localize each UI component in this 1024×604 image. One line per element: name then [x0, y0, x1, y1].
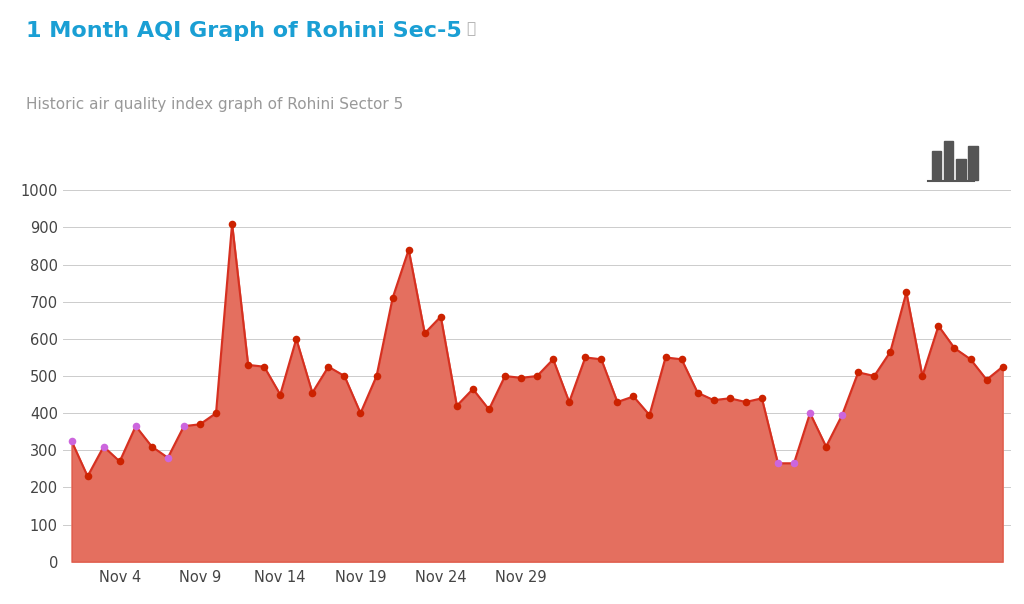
Point	[850, 367, 866, 377]
Point	[112, 457, 128, 466]
Point	[449, 401, 465, 411]
Point	[882, 347, 898, 357]
Point	[785, 458, 802, 468]
Bar	[932, 152, 941, 179]
Point	[369, 371, 385, 381]
Point	[978, 375, 994, 385]
Point	[706, 395, 722, 405]
Point	[930, 321, 946, 330]
Point	[63, 436, 80, 446]
Point	[593, 355, 609, 364]
Point	[866, 371, 883, 381]
Bar	[969, 146, 978, 179]
Point	[95, 442, 112, 451]
Point	[465, 384, 481, 394]
Text: 907: 907	[908, 29, 989, 67]
Point	[834, 410, 850, 420]
Point	[770, 458, 786, 468]
Text: 6:12 PM: 6:12 PM	[651, 63, 701, 76]
Text: 1 Month  ∨: 1 Month ∨	[161, 155, 247, 169]
Text: 1 Month AQI Graph of Rohini Sec-5: 1 Month AQI Graph of Rohini Sec-5	[26, 21, 462, 41]
Point	[545, 355, 561, 364]
Point	[400, 245, 417, 254]
Point	[802, 408, 818, 418]
Bar	[956, 159, 966, 179]
Point	[191, 419, 208, 429]
Point	[384, 293, 400, 303]
Bar	[944, 141, 953, 179]
Point	[513, 373, 529, 383]
Text: 229: 229	[710, 29, 791, 67]
Point	[256, 362, 272, 371]
Text: AQI-IN  ∨: AQI-IN ∨	[41, 155, 112, 169]
Point	[224, 219, 241, 228]
Point	[578, 353, 594, 362]
Point	[176, 422, 193, 431]
Point	[208, 408, 224, 418]
Point	[641, 410, 657, 420]
Point	[497, 371, 513, 381]
Point	[946, 343, 963, 353]
Point	[321, 362, 337, 371]
Point	[128, 422, 144, 431]
Point	[914, 371, 931, 381]
Point	[160, 453, 176, 463]
Point	[674, 355, 690, 364]
Text: Historic air quality index graph of Rohini Sector 5: Historic air quality index graph of Rohi…	[26, 97, 402, 112]
Point	[143, 442, 160, 451]
Point	[528, 371, 545, 381]
Point	[480, 405, 497, 414]
Point	[240, 360, 256, 370]
Text: Worst: Worst	[822, 28, 872, 43]
Point	[561, 397, 578, 407]
Point	[898, 288, 914, 297]
Point	[626, 391, 642, 401]
Point	[657, 353, 674, 362]
Point	[754, 393, 770, 403]
Point	[288, 334, 304, 344]
Point	[336, 371, 352, 381]
Text: 9:12 PM: 9:12 PM	[822, 63, 872, 76]
Point	[352, 408, 369, 418]
Point	[818, 442, 835, 451]
Point	[689, 388, 706, 397]
Point	[994, 362, 1011, 371]
Point	[737, 397, 754, 407]
Point	[609, 397, 626, 407]
Point	[304, 388, 321, 397]
Point	[432, 312, 449, 321]
Point	[417, 329, 433, 338]
Point	[272, 390, 289, 399]
Point	[80, 472, 96, 481]
Text: Best: Best	[651, 28, 689, 43]
Text: ⓘ: ⓘ	[466, 21, 475, 36]
Point	[963, 355, 979, 364]
Point	[722, 393, 738, 403]
